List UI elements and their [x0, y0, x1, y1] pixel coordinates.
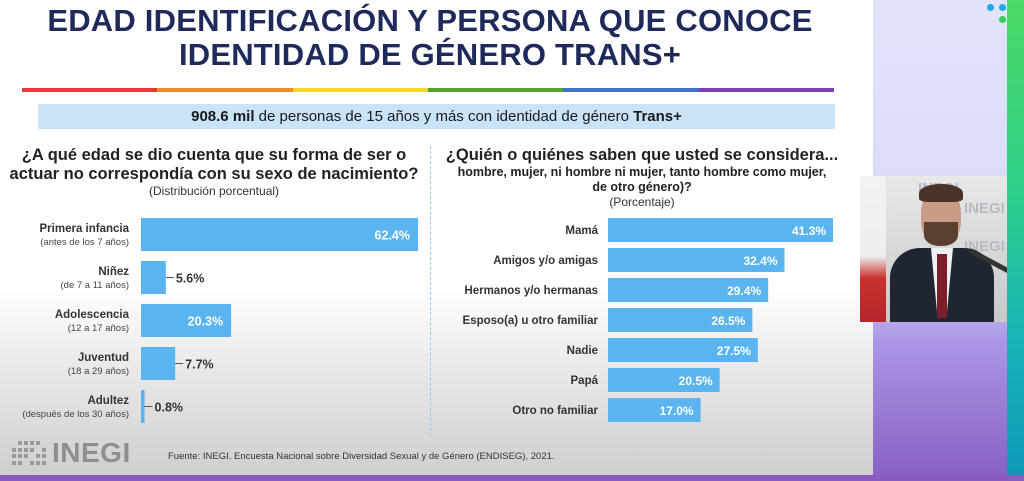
rainbow-segment: [427, 88, 564, 92]
summary-banner: 908.6 mil de personas de 15 años y más c…: [38, 104, 835, 129]
value-label: 26.5%: [711, 314, 745, 328]
banner-text: de personas de 15 años y más con identid…: [254, 108, 634, 125]
right-question: ¿Quién o quiénes saben que usted se cons…: [432, 146, 852, 209]
right-question-line-3: de otro género)?: [592, 180, 692, 194]
bar: [608, 368, 720, 392]
source-note: Fuente: INEGI. Encuesta Nacional sobre D…: [168, 451, 555, 462]
value-label: 27.5%: [717, 344, 751, 358]
bar: [141, 304, 232, 337]
bar: [141, 218, 418, 251]
value-label: 20.3%: [188, 315, 223, 329]
bar: [141, 347, 176, 380]
right-question-line-1: ¿Quién o quiénes saben que usted se cons…: [445, 146, 839, 164]
category-label: Otro no familiar: [512, 405, 598, 417]
banner-highlight-2: Trans+: [633, 108, 682, 125]
category-note: (de 7 a 11 años): [61, 280, 129, 291]
bar: [141, 261, 166, 294]
bar: [608, 338, 758, 362]
presenter-beard: [924, 222, 958, 246]
bar: [608, 218, 833, 242]
column-divider: [430, 146, 431, 436]
category-label: Niñez: [98, 266, 129, 278]
slide-title: EDAD IDENTIFICACIÓN Y PERSONA QUE CONOCE…: [0, 4, 860, 72]
value-label: 0.8%: [155, 401, 184, 415]
bar-charts: Primera infancia (antes de los 7 años) 62.…: [22, 218, 833, 423]
rainbow-segment: [157, 88, 293, 92]
category-note: (18 a 29 años): [68, 366, 129, 377]
left-question-line-1: ¿A qué edad se dio cuenta que su forma d…: [21, 146, 407, 164]
inegi-logo: INEGI: [12, 437, 131, 468]
value-label: 7.7%: [185, 358, 214, 372]
banner-highlight: 908.6 mil: [191, 108, 255, 125]
video-watermark: INEGI: [964, 200, 1005, 217]
bar: [141, 390, 145, 423]
left-question: ¿A qué edad se dio cuenta que su forma d…: [0, 146, 428, 198]
value-label: 62.4%: [375, 229, 410, 243]
right-question-subtitle: (Porcentaje): [609, 195, 675, 209]
inegi-logo-text: INEGI: [52, 437, 131, 468]
category-label: Juventud: [78, 352, 129, 364]
side-accent-strip: [1007, 0, 1024, 481]
presenter-tie: [937, 254, 947, 318]
value-label: 20.5%: [679, 374, 713, 388]
left-question-line-2: actuar no correspondía con su sexo de na…: [9, 165, 419, 183]
rainbow-segment: [563, 88, 699, 92]
value-label: 32.4%: [743, 254, 777, 268]
right-question-line-2: hombre, mujer, ni hombre ni mujer, tanto…: [457, 165, 827, 179]
brand-dot-icon: [987, 4, 994, 11]
rainbow-segment: [292, 88, 428, 92]
category-label: Adolescencia: [55, 309, 130, 321]
category-label: Esposo(a) u otro familiar: [463, 315, 599, 327]
rainbow-divider: [22, 88, 834, 92]
category-label: Hermanos y/o hermanas: [464, 285, 598, 297]
mexico-flag-icon: [860, 176, 886, 322]
value-label: 41.3%: [792, 224, 826, 238]
brand-dot-icon: [999, 16, 1006, 23]
category-label: Nadie: [567, 345, 598, 357]
category-label: Adultez: [87, 395, 129, 407]
bar: [608, 248, 785, 272]
value-label: 17.0%: [660, 404, 694, 418]
rainbow-segment: [22, 88, 158, 92]
category-note: (12 a 17 años): [68, 323, 129, 334]
presenter-hair: [919, 184, 963, 202]
inegi-logo-mark-icon: [12, 441, 48, 465]
bar: [608, 278, 769, 302]
category-label: Primera infancia: [40, 223, 130, 235]
category-label: Amigos y/o amigas: [493, 255, 598, 267]
bar: [608, 398, 701, 422]
rainbow-segment: [698, 88, 834, 92]
title-line-2: IDENTIDAD DE GÉNERO TRANS+: [178, 37, 682, 72]
value-label: 29.4%: [727, 284, 761, 298]
category-label: Papá: [571, 375, 599, 387]
bar: [608, 308, 753, 332]
value-label: 5.6%: [176, 272, 205, 286]
bottom-bar: [0, 475, 1024, 481]
presenter-video: INEGI INEGI INEGI: [860, 176, 1007, 322]
category-note: (antes de los 7 años): [40, 237, 129, 248]
category-label: Mamá: [565, 225, 598, 237]
category-note: (después de los 30 años): [22, 409, 129, 420]
slide: EDAD IDENTIFICACIÓN Y PERSONA QUE CONOCE…: [0, 0, 873, 475]
left-question-subtitle: (Distribución porcentual): [148, 184, 280, 198]
brand-dot-icon: [999, 4, 1006, 11]
title-line-1: EDAD IDENTIFICACIÓN Y PERSONA QUE CONOCE: [47, 3, 813, 38]
